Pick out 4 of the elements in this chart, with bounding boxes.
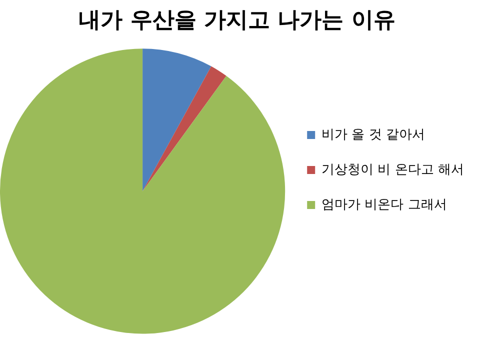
legend-label: 비가 올 것 같아서	[322, 127, 426, 142]
legend-label: 기상청이 비 온다고 해서	[322, 162, 464, 178]
chart-title: 내가 우산을 가지고 나가는 이유	[78, 8, 396, 33]
legend-label: 엄마가 비온다 그래서	[322, 197, 447, 212]
